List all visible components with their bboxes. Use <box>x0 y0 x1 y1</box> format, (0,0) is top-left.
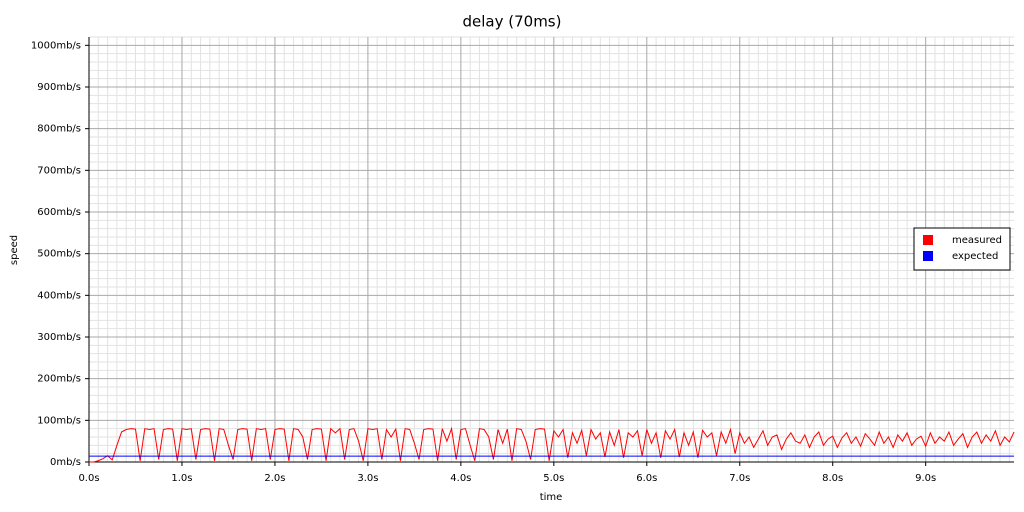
y-tick-label: 500mb/s <box>37 249 81 260</box>
y-tick-label: 600mb/s <box>37 207 81 218</box>
y-tick-label: 900mb/s <box>37 82 81 93</box>
x-tick-label: 3.0s <box>357 473 378 484</box>
x-tick-label: 9.0s <box>915 473 936 484</box>
legend-label: expected <box>952 251 998 262</box>
y-tick-label: 300mb/s <box>37 332 81 343</box>
y-tick-label: 1000mb/s <box>31 40 81 51</box>
y-tick-label: 800mb/s <box>37 124 81 135</box>
legend-label: measured <box>952 235 1002 246</box>
x-tick-label: 0.0s <box>78 473 99 484</box>
x-tick-label: 2.0s <box>264 473 285 484</box>
y-axis-label: speed <box>9 235 20 265</box>
series-line <box>89 426 1015 463</box>
x-tick-label: 4.0s <box>450 473 471 484</box>
x-tick-label: 8.0s <box>822 473 843 484</box>
y-tick-label: 700mb/s <box>37 165 81 176</box>
y-tick-label: 100mb/s <box>37 415 81 426</box>
y-tick-label: 0mb/s <box>50 457 81 468</box>
x-tick-label: 7.0s <box>729 473 750 484</box>
legend-swatch <box>923 251 933 261</box>
x-tick-label: 1.0s <box>171 473 192 484</box>
y-tick-label: 400mb/s <box>37 290 81 301</box>
x-tick-label: 5.0s <box>543 473 564 484</box>
legend-swatch <box>923 235 933 245</box>
chart-title: delay (70ms) <box>463 13 562 31</box>
x-tick-label: 6.0s <box>636 473 657 484</box>
x-axis-label: time <box>540 492 563 503</box>
legend: measured expected <box>913 227 1011 271</box>
y-tick-label: 200mb/s <box>37 374 81 385</box>
